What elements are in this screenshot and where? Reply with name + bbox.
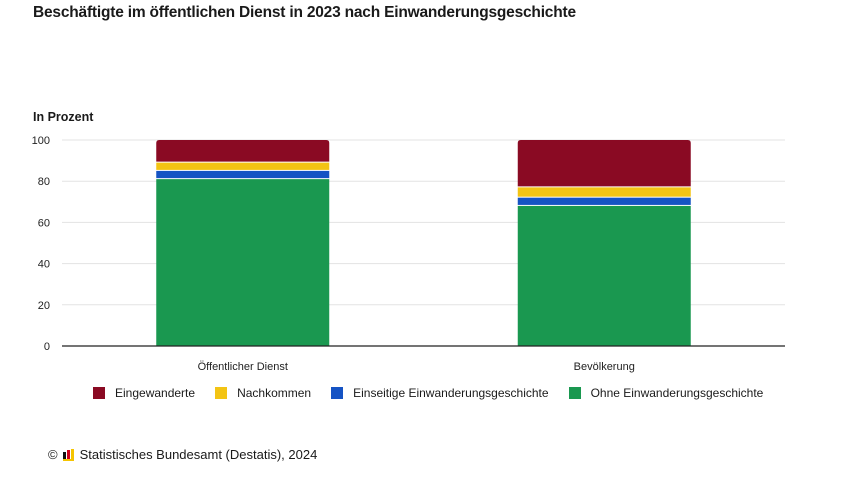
legend-label: Eingewanderte — [115, 386, 196, 400]
bars — [156, 140, 691, 346]
legend-item-einseitige[interactable]: Einseitige Einwanderungsgeschichte — [331, 386, 549, 400]
legend-item-eingewanderte[interactable]: Eingewanderte — [93, 386, 195, 400]
source-footer: © Statistisches Bundesamt (Destatis), 20… — [48, 447, 317, 462]
legend-label: Nachkommen — [237, 386, 312, 400]
y-tick-label: 80 — [38, 176, 50, 188]
chart-title: Beschäftigte im öffentlichen Dienst in 2… — [33, 4, 576, 21]
legend: Eingewanderte Nachkommen Einseitige Einw… — [93, 386, 783, 400]
bar-stack[interactable] — [517, 140, 691, 346]
legend-item-nachkommen[interactable]: Nachkommen — [215, 386, 311, 400]
destatis-logo-icon — [62, 449, 75, 461]
y-tick-label: 100 — [32, 135, 50, 147]
x-tick-label: Öffentlicher Dienst — [198, 361, 288, 373]
y-tick-label: 60 — [38, 217, 50, 229]
y-tick-label: 20 — [38, 300, 50, 312]
legend-swatch — [93, 387, 105, 399]
bar-segment[interactable] — [156, 179, 330, 346]
legend-swatch — [215, 387, 228, 399]
source-text: Statistisches Bundesamt (Destatis), 2024 — [79, 447, 318, 462]
legend-label: Ohne Einwanderungsgeschichte — [590, 386, 764, 400]
legend-item-ohne[interactable]: Ohne Einwanderungsgeschichte — [568, 386, 764, 400]
y-tick-label: 0 — [44, 341, 50, 353]
bar-segment[interactable] — [156, 170, 330, 179]
bar-segment[interactable] — [156, 162, 330, 170]
bar-segment[interactable] — [156, 140, 330, 162]
bar-segment[interactable] — [517, 187, 691, 197]
legend-swatch — [568, 387, 581, 399]
bar-stack[interactable] — [156, 140, 330, 346]
stacked-bar-chart: 0 20 40 60 80 100 Öffentlicher Dienst Bevölker… — [32, 135, 785, 373]
bar-segment[interactable] — [517, 140, 691, 187]
y-tick-label: 40 — [38, 259, 50, 271]
bar-segment[interactable] — [517, 205, 691, 346]
y-axis-ticks: 0 20 40 60 80 100 — [32, 135, 50, 353]
bar-segment[interactable] — [517, 197, 691, 205]
legend-swatch — [331, 387, 344, 399]
x-tick-label: Bevölkerung — [574, 361, 635, 373]
legend-label: Einseitige Einwanderungsgeschichte — [353, 386, 549, 400]
y-axis-unit-label: In Prozent — [33, 110, 94, 124]
x-axis-ticks: Öffentlicher Dienst Bevölkerung — [198, 361, 635, 373]
copyright-symbol: © — [48, 447, 58, 462]
